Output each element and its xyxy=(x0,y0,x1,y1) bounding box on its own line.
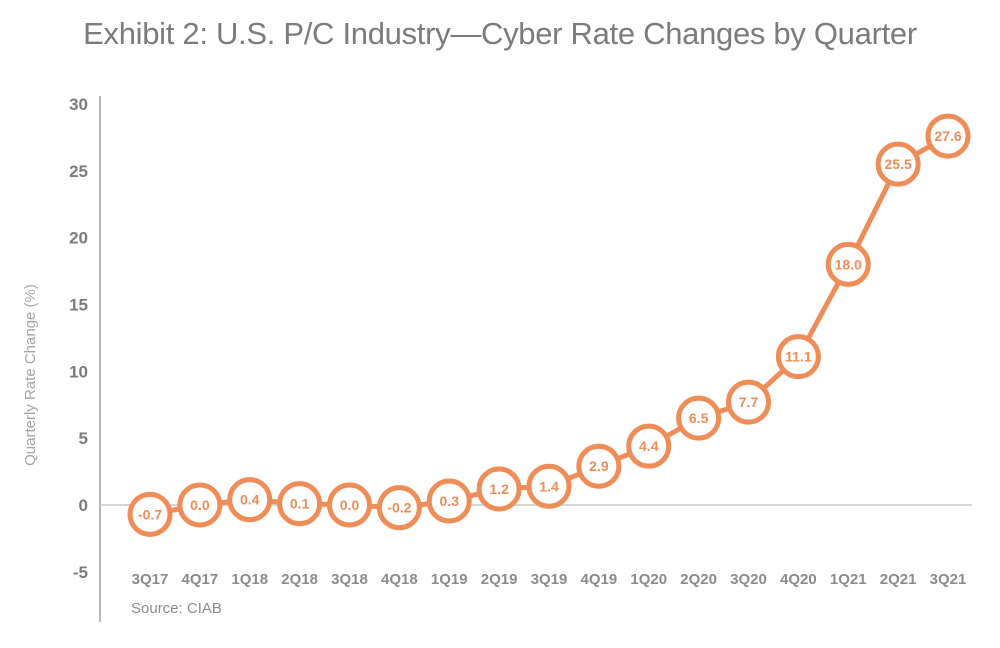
data-point: 18.0 xyxy=(825,241,871,287)
x-tick-label: 4Q17 xyxy=(182,571,219,588)
y-tick-label: 25 xyxy=(69,162,88,181)
data-marker xyxy=(825,241,871,287)
data-label: 6.5 xyxy=(689,410,709,426)
data-point: 0.3 xyxy=(426,478,472,524)
x-tick-label: 2Q18 xyxy=(281,571,318,588)
y-tick-label: 5 xyxy=(79,429,88,448)
data-label: 0.0 xyxy=(190,497,210,513)
data-label: 0.0 xyxy=(340,497,360,513)
y-tick-label: 15 xyxy=(69,296,88,315)
data-label: 11.1 xyxy=(785,349,812,365)
data-marker xyxy=(875,141,921,187)
data-marker xyxy=(376,485,422,531)
x-tick-label: 2Q19 xyxy=(481,571,518,588)
data-label: 18.0 xyxy=(835,256,862,272)
series-line xyxy=(149,133,950,517)
y-tick-label: -5 xyxy=(73,563,88,582)
data-marker xyxy=(277,481,323,527)
data-marker xyxy=(227,477,273,523)
data-marker xyxy=(576,443,622,489)
x-tick-label: 3Q18 xyxy=(331,571,368,588)
data-marker xyxy=(676,395,722,441)
x-tick-label: 1Q18 xyxy=(231,571,268,588)
data-label: -0.2 xyxy=(387,500,411,516)
x-tick-label: 1Q20 xyxy=(630,571,667,588)
data-label: -0.7 xyxy=(138,506,162,522)
data-marker xyxy=(526,463,572,509)
y-axis-ticks: 30 25 20 15 10 5 0 -5 xyxy=(69,95,88,582)
y-tick-label: 20 xyxy=(69,229,88,248)
data-marker xyxy=(127,491,173,537)
x-axis-ticks: 3Q17 4Q17 1Q18 2Q18 3Q18 4Q18 1Q19 2Q19 3Q19 4Q19… xyxy=(132,571,967,588)
x-tick-label: 2Q21 xyxy=(880,571,917,588)
data-label: 0.1 xyxy=(290,496,310,512)
data-point: 7.7 xyxy=(726,379,771,425)
data-marker xyxy=(327,482,372,528)
x-tick-label: 1Q21 xyxy=(830,571,867,588)
data-marker xyxy=(726,379,771,425)
data-point: 11.1 xyxy=(775,334,821,380)
x-tick-label: 2Q20 xyxy=(680,571,717,588)
data-label: 2.9 xyxy=(589,458,609,474)
data-point: 0.4 xyxy=(227,477,273,523)
data-point: 27.6 xyxy=(925,113,971,159)
data-point: 4.4 xyxy=(626,423,672,469)
data-point: 25.5 xyxy=(875,141,921,187)
y-tick-label: 30 xyxy=(69,95,88,114)
data-point: 0.1 xyxy=(277,481,323,527)
y-tick-label: 10 xyxy=(69,362,88,381)
x-tick-label: 4Q18 xyxy=(381,571,418,588)
data-label: 1.2 xyxy=(489,481,509,497)
data-point: 2.9 xyxy=(576,443,622,489)
data-point: 1.2 xyxy=(476,466,522,512)
data-label: 27.6 xyxy=(934,128,961,144)
data-point: 0.0 xyxy=(327,482,372,528)
x-tick-label: 4Q20 xyxy=(780,571,817,588)
x-tick-label: 1Q19 xyxy=(431,571,468,588)
data-marker xyxy=(177,482,223,528)
x-tick-label: 3Q19 xyxy=(531,571,568,588)
chart-title: Exhibit 2: U.S. P/C Industry—Cyber Rate … xyxy=(83,16,917,51)
data-marker xyxy=(426,478,472,524)
x-tick-label: 4Q19 xyxy=(581,571,618,588)
data-marker xyxy=(476,466,522,512)
data-label: 25.5 xyxy=(885,156,912,172)
y-tick-label: 0 xyxy=(79,496,88,515)
data-marker xyxy=(626,423,672,469)
data-marker xyxy=(775,334,821,380)
data-label: 7.7 xyxy=(739,394,759,410)
data-point: 6.5 xyxy=(676,395,722,441)
data-label: 0.4 xyxy=(240,492,260,508)
data-point: -0.2 xyxy=(376,485,422,531)
data-marker xyxy=(925,113,971,159)
data-point: 1.4 xyxy=(526,463,572,509)
data-point: 0.0 xyxy=(177,482,223,528)
data-label: 0.3 xyxy=(440,493,460,509)
data-point: -0.7 xyxy=(127,491,173,537)
source-note: Source: CIAB xyxy=(131,600,222,617)
data-label: 1.4 xyxy=(539,478,559,494)
data-markers: -0.7 0.0 0.4 0.1 0.0 -0.2 0.3 1.2 1.4 2.9 4.4 6.5 7.… xyxy=(127,113,971,537)
x-tick-label: 3Q21 xyxy=(930,571,967,588)
data-label: 4.4 xyxy=(639,438,659,454)
x-tick-label: 3Q20 xyxy=(730,571,767,588)
x-tick-label: 3Q17 xyxy=(132,571,169,588)
y-axis-label: Quarterly Rate Change (%) xyxy=(22,284,39,466)
